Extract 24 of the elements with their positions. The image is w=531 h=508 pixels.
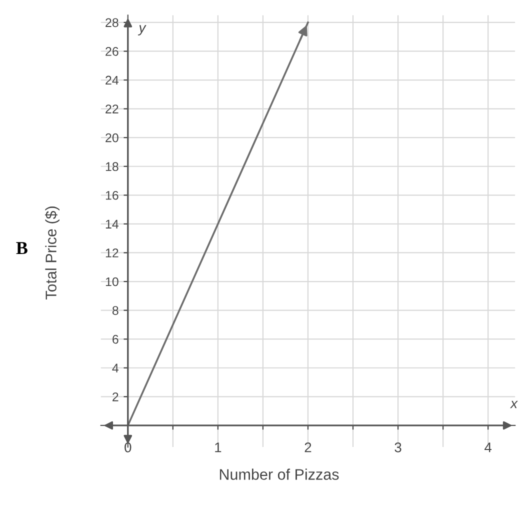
- y-tick-label: 10: [106, 277, 118, 286]
- x-tick-label: 4: [484, 442, 492, 452]
- y-tick-label: 8: [112, 306, 118, 315]
- annotation: y: [138, 25, 146, 36]
- x-tick-label: 1: [215, 442, 222, 452]
- y-tick-label: 24: [106, 76, 119, 85]
- y-tick-label: 6: [112, 334, 118, 344]
- y-tick-label: 22: [106, 104, 118, 114]
- x-axis-title: Number of Pizzas: [220, 468, 339, 480]
- y-tick-label: 14: [106, 220, 119, 228]
- annotation: x: [510, 400, 518, 408]
- y-tick-label: 18: [106, 162, 118, 172]
- y-tick-label: 26: [106, 47, 118, 56]
- y-axis-title: Total Price ($): [44, 206, 60, 300]
- y-tick-label: 28: [106, 18, 118, 28]
- y-tick-label: 20: [106, 133, 118, 142]
- y-tick-label: 2: [112, 392, 118, 402]
- text: B: [16, 242, 28, 254]
- y-tick-label: 12: [106, 248, 118, 258]
- y-tick-label: 16: [106, 190, 118, 200]
- y-tick-label: 4: [112, 364, 119, 372]
- x-tick-label: 2: [304, 442, 312, 452]
- x-tick-label: 3: [394, 442, 402, 452]
- x-tick-label: 0: [124, 442, 132, 452]
